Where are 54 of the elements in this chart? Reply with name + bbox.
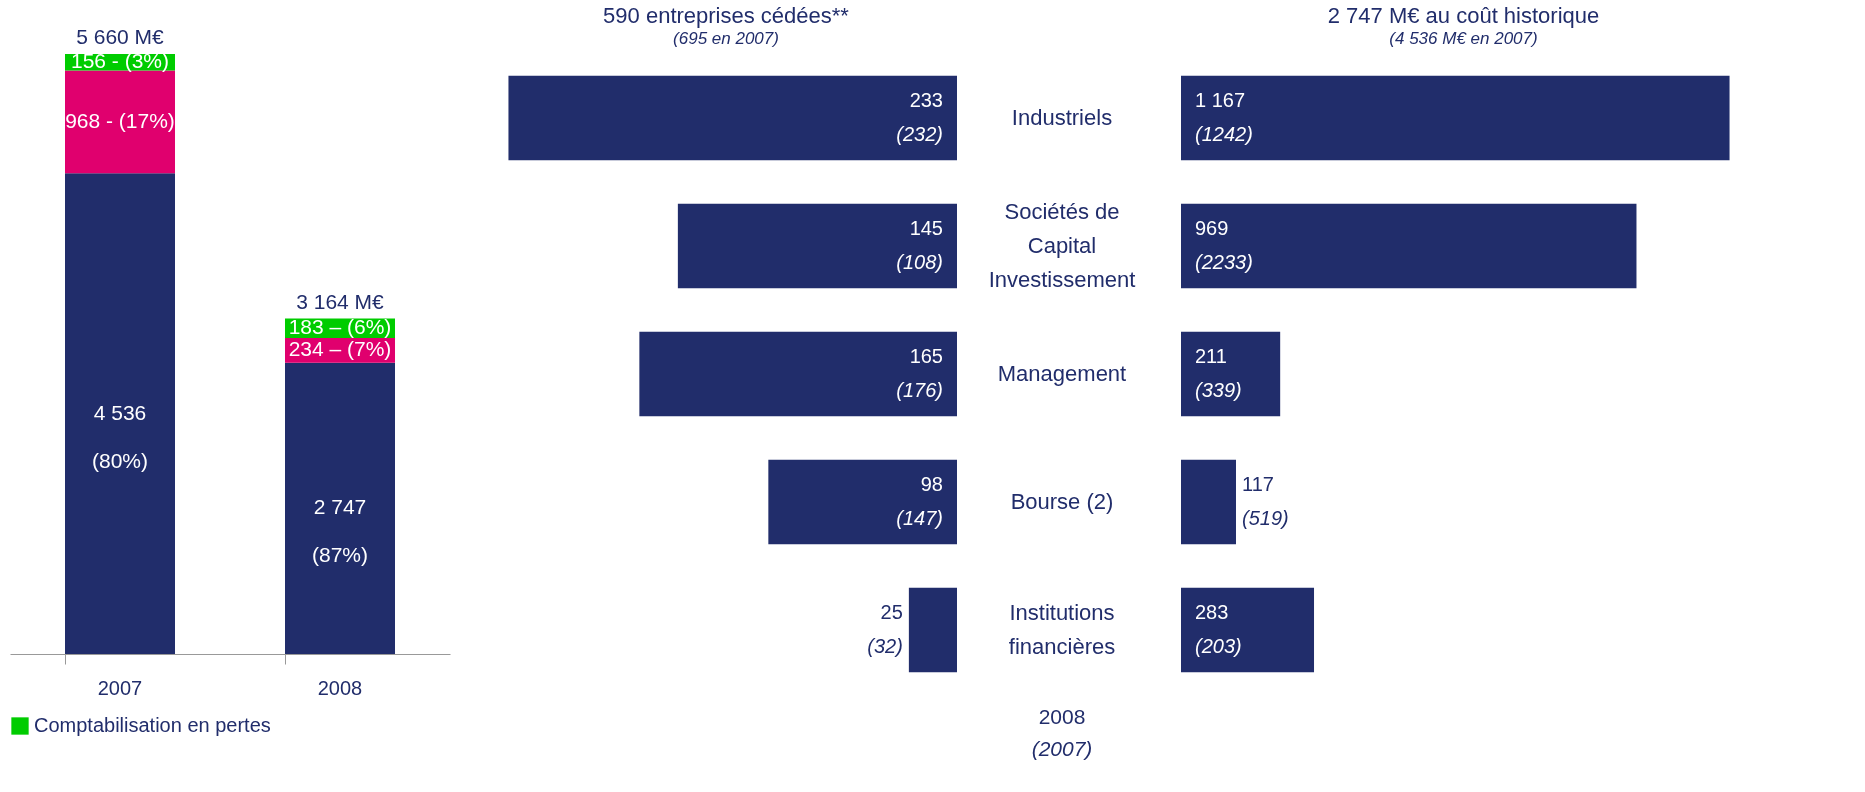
- chart-title: 2 747 M€ au coût historique: [1327, 3, 1600, 28]
- data-label: 98: [920, 473, 943, 495]
- total-label: 3 164 M€: [296, 289, 385, 313]
- annotation: (147): [896, 507, 943, 529]
- data-label: 2 747 (87%): [311, 495, 369, 567]
- y-tick-label: Industriels: [1011, 105, 1113, 130]
- data-label: 117: [1242, 473, 1274, 495]
- bar: [65, 173, 175, 654]
- data-label: 234 – (7%): [288, 337, 392, 361]
- data-label: 25: [880, 601, 903, 623]
- y-tick-label: Bourse (2): [1010, 489, 1114, 514]
- chart-title: 590 entreprises cédées**: [603, 3, 850, 28]
- bar: [1181, 587, 1315, 673]
- data-label: 233: [909, 89, 943, 111]
- bar: [508, 75, 957, 161]
- bar: [1181, 331, 1281, 417]
- annotation: (1242): [1195, 123, 1253, 145]
- bar: [1181, 75, 1730, 161]
- data-label: 969: [1195, 217, 1229, 239]
- total-label: 5 660 M€: [76, 25, 165, 48]
- data-label: 1 167: [1195, 89, 1246, 111]
- bar: [65, 70, 175, 174]
- legend-label: Comptabilisation en pertes: [34, 714, 271, 736]
- data-label: 4 536 (80%): [91, 400, 149, 472]
- x-tick-label: 2007: [97, 676, 143, 699]
- y-tick-label: Sociétés de Capital Investissement: [988, 199, 1136, 292]
- y-tick-label: Management: [997, 361, 1127, 386]
- annotation: (2233): [1195, 251, 1253, 273]
- data-label: 145: [909, 217, 943, 239]
- chart-subtitle: (4 536 M€ en 2007): [1389, 29, 1538, 48]
- annotation: (32): [867, 635, 903, 657]
- bar: [768, 459, 957, 545]
- annotation: (176): [896, 379, 943, 401]
- data-label: 968 - (17%): [65, 108, 175, 132]
- text: (2007): [1031, 737, 1093, 760]
- annotation: (232): [896, 123, 943, 145]
- data-label: 183 – (6%): [288, 315, 392, 339]
- bar: [908, 587, 957, 673]
- bar: [1181, 203, 1637, 289]
- annotation: (108): [896, 251, 943, 273]
- data-label: 165: [909, 345, 943, 367]
- text: 2008: [1038, 705, 1086, 728]
- data-label: 156 - (3%): [70, 49, 170, 73]
- annotation: (519): [1242, 507, 1289, 529]
- annotation: (203): [1195, 635, 1242, 657]
- bar: [285, 362, 395, 654]
- bar: [1181, 459, 1236, 545]
- chart-subtitle: (695 en 2007): [673, 29, 779, 48]
- bar: [639, 331, 957, 417]
- bar: [677, 203, 957, 289]
- annotation: (339): [1195, 379, 1242, 401]
- data-label: 211: [1195, 345, 1227, 367]
- data-label: 283: [1195, 601, 1229, 623]
- y-tick-label: Institutions financières: [1008, 600, 1116, 659]
